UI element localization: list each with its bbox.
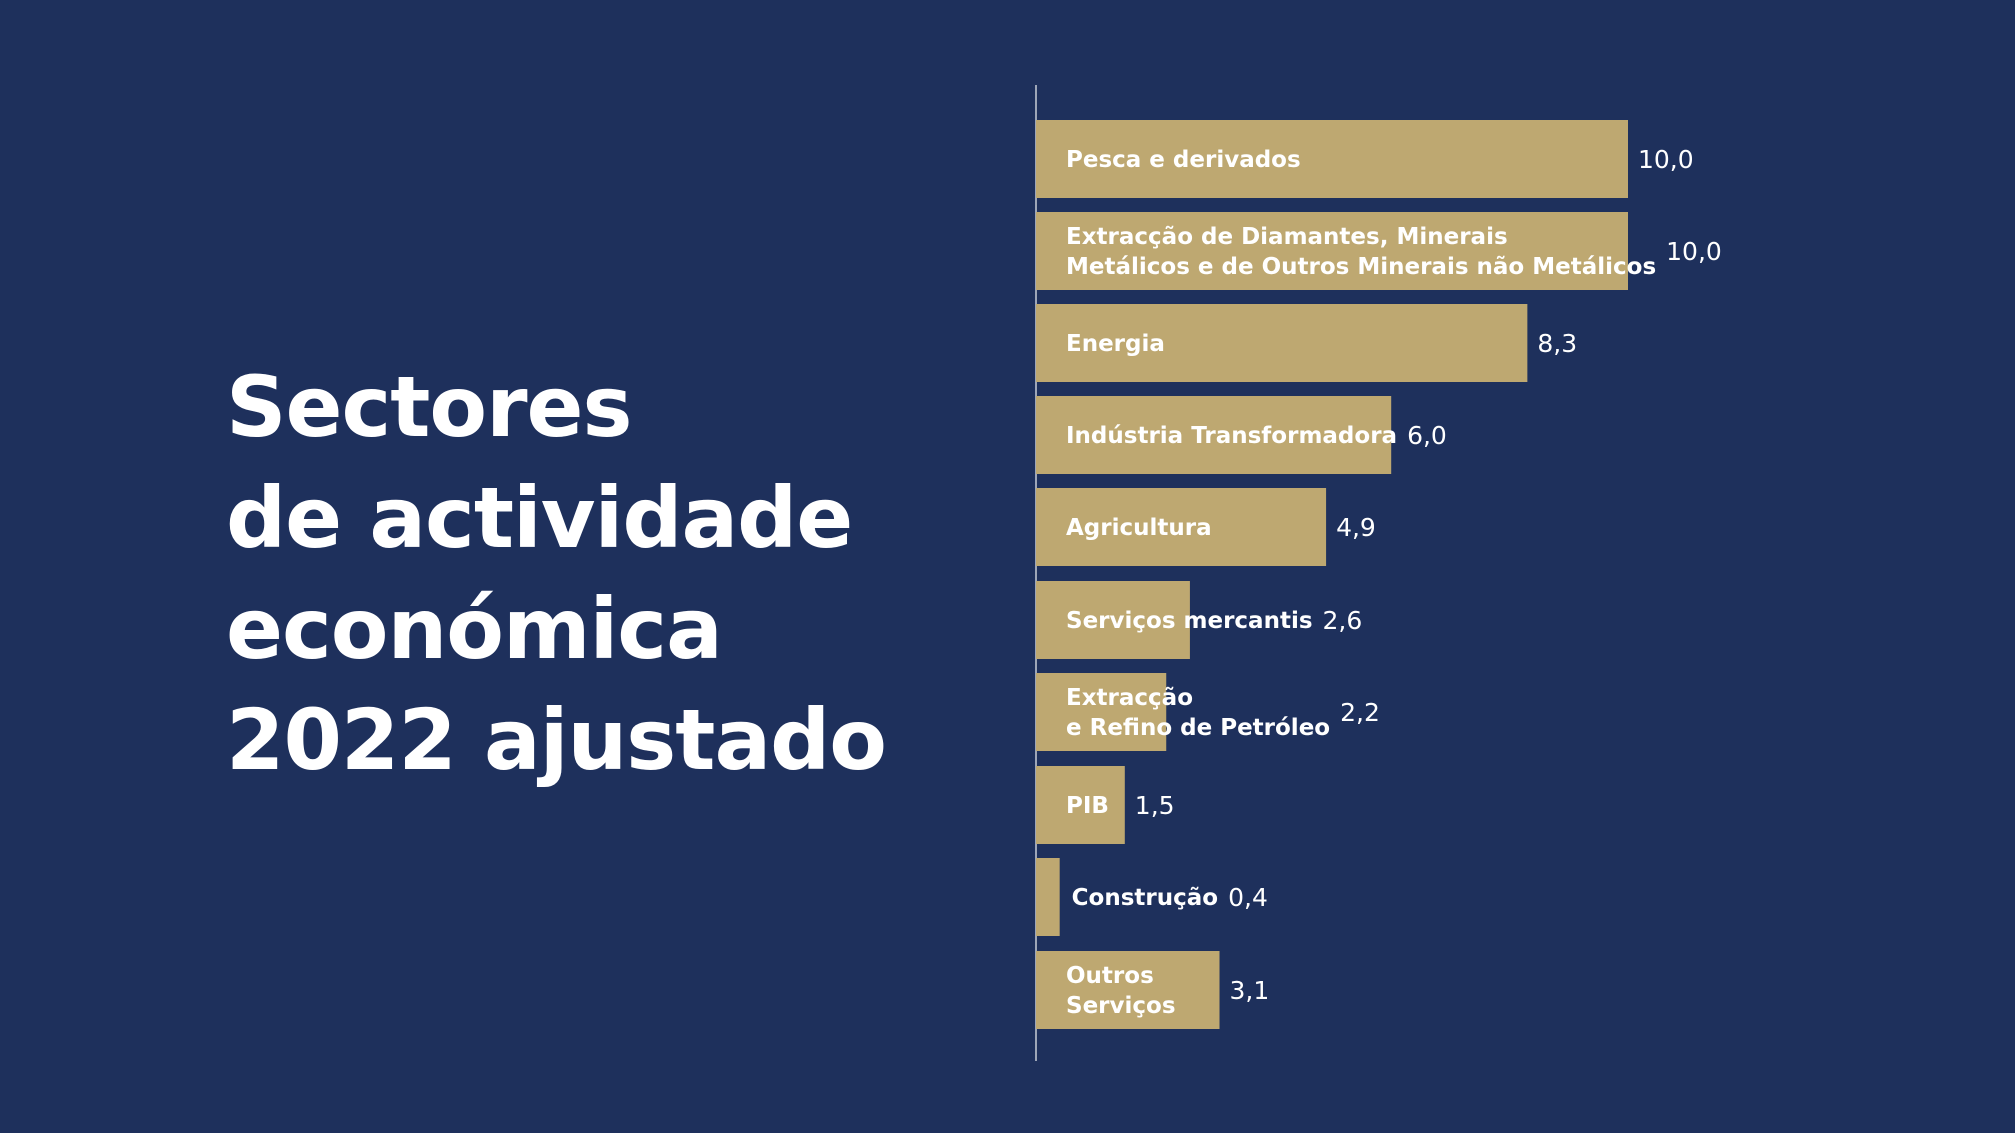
value-label: 4,9	[1336, 513, 1376, 542]
bar	[1036, 766, 1125, 844]
bar-label-line: Energia	[1066, 331, 1165, 357]
bar-label: Serviços mercantis	[1066, 608, 1313, 634]
bar-label-line: Outros	[1066, 963, 1154, 989]
bar-group: Pesca e derivados 10,0	[1036, 120, 1694, 198]
bar-label-line: Metálicos e de Outros Minerais não Metál…	[1066, 254, 1656, 280]
bar-group: Extracção e Refino de Petróleo 2,2	[1036, 673, 1380, 751]
title-line-4: 2022 ajustado	[226, 691, 887, 789]
bar	[1036, 488, 1327, 566]
bar-label-line: Pesca e derivados	[1066, 147, 1301, 173]
value-label: 1,5	[1135, 791, 1175, 820]
bar-label-line: Serviços mercantis	[1066, 608, 1313, 634]
bar-group: PIB 1,5	[1036, 766, 1175, 844]
title-line-1: Sectores	[226, 358, 633, 456]
bar	[1036, 581, 1190, 659]
bar-label: Construção	[1072, 885, 1218, 911]
bar-label: Indústria Transformadora	[1066, 423, 1397, 449]
title-line-3: económica	[226, 580, 723, 678]
bar-label: Energia	[1066, 331, 1165, 357]
value-label: 8,3	[1537, 329, 1577, 358]
bar-label: PIB	[1066, 793, 1109, 819]
bar-label-line: Extracção	[1066, 685, 1193, 711]
bar	[1036, 858, 1060, 936]
bar-group: Agricultura 4,9	[1036, 488, 1376, 566]
bar	[1036, 673, 1167, 751]
page-title: Sectores de actividade económica 2022 aj…	[226, 352, 887, 796]
bar-label: Extracção de Diamantes, Minerais Metálico…	[1066, 224, 1656, 280]
bar-group: Serviços mercantis 2,6	[1036, 581, 1362, 659]
chart-bars: Pesca e derivados 10,0 Extracção de Diaman…	[1036, 120, 1722, 1029]
bar	[1036, 951, 1220, 1029]
bar-label: Extracção e Refino de Petróleo	[1066, 685, 1330, 741]
bar-group: Construção 0,4	[1036, 858, 1268, 936]
value-label: 6,0	[1407, 421, 1447, 450]
bar-label-line: Agricultura	[1066, 515, 1212, 541]
bar-group: Outros Serviços 3,1	[1036, 951, 1269, 1029]
bar	[1036, 396, 1392, 474]
value-label: 2,2	[1340, 698, 1380, 727]
bar	[1036, 304, 1528, 382]
bar	[1036, 120, 1628, 198]
bar-label-line: Extracção de Diamantes, Minerais	[1066, 224, 1508, 250]
bar	[1036, 212, 1628, 290]
value-label: 10,0	[1638, 145, 1694, 174]
bar-label-line: Indústria Transformadora	[1066, 423, 1397, 449]
bar-group: Extracção de Diamantes, Minerais Metálico…	[1036, 212, 1722, 290]
bar-label: Pesca e derivados	[1066, 147, 1301, 173]
bar-label-line: Serviços	[1066, 993, 1176, 1019]
bar-label: Agricultura	[1066, 515, 1212, 541]
title-line-2: de actividade	[226, 469, 853, 567]
bar-label-line: PIB	[1066, 793, 1109, 819]
bar-group: Indústria Transformadora 6,0	[1036, 396, 1447, 474]
bar-group: Energia 8,3	[1036, 304, 1577, 382]
value-label: 10,0	[1666, 237, 1722, 266]
bar-label-line: Construção	[1072, 885, 1218, 911]
value-label: 0,4	[1228, 883, 1268, 912]
bar-label: Outros Serviços	[1066, 963, 1176, 1019]
bar-label-line: e Refino de Petróleo	[1066, 715, 1330, 741]
value-label: 3,1	[1230, 976, 1270, 1005]
value-label: 2,6	[1323, 606, 1363, 635]
